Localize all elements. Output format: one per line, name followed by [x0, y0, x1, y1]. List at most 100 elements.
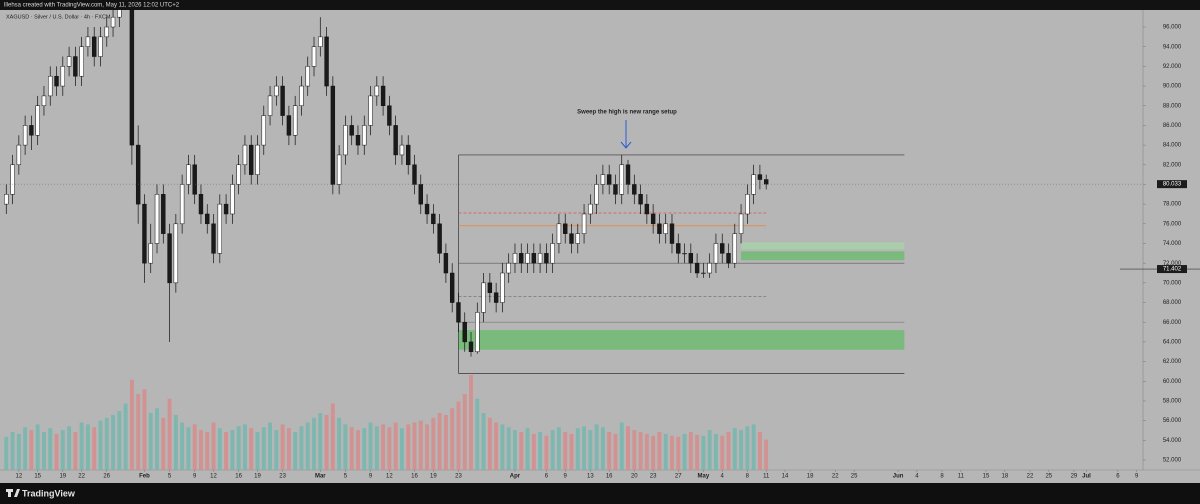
candle-body: [198, 194, 204, 215]
candle-body: [368, 95, 373, 126]
volume-bar: [651, 435, 656, 470]
candle-body: [299, 85, 304, 106]
volume-bar: [732, 428, 737, 470]
candle-body: [274, 85, 279, 97]
candle-body: [110, 16, 116, 28]
candle-body: [29, 125, 34, 136]
volume-bar: [173, 414, 178, 470]
x-tick-label: 5: [168, 474, 172, 480]
x-tick-label: 27: [675, 474, 682, 480]
volume-bar: [312, 417, 316, 470]
volume-bar: [274, 430, 279, 470]
candle-body: [531, 253, 537, 264]
volume-bar: [757, 432, 762, 470]
candle-body: [506, 262, 511, 274]
logo-icon: [6, 489, 20, 497]
candle-body: [261, 115, 266, 146]
x-tick-label: 9: [564, 474, 568, 480]
volume-bar: [575, 428, 580, 470]
candle-body: [192, 164, 197, 195]
x-tick-label: 22: [78, 474, 85, 480]
y-tick-label: 92.000: [1163, 64, 1182, 70]
candle-body: [462, 321, 467, 343]
volume-bar: [751, 424, 756, 470]
volume-bar: [588, 430, 593, 470]
candle-body: [387, 105, 392, 126]
y-tick-label: 76.000: [1163, 221, 1182, 227]
y-tick-label: 56.000: [1163, 418, 1182, 424]
candle-body: [456, 302, 461, 323]
volume-bar: [399, 428, 404, 470]
y-tick-label: 72.000: [1163, 261, 1182, 267]
x-tick-label: 23: [279, 474, 286, 480]
volume-bar: [129, 379, 134, 470]
volume-bar: [701, 435, 706, 470]
x-tick-label: 22: [1027, 474, 1034, 480]
candle-body: [66, 56, 72, 67]
candle-body: [85, 36, 91, 47]
candle-body: [701, 272, 706, 274]
volume-bar: [381, 424, 386, 470]
annotation-arrow: [620, 120, 632, 149]
candle-body: [563, 223, 568, 234]
candle-body: [406, 144, 411, 166]
volume-bar: [104, 417, 109, 470]
candle-body: [632, 184, 637, 195]
candle-body: [217, 203, 223, 254]
volume-bar: [619, 422, 624, 470]
volume-bar: [418, 420, 423, 470]
x-tick-label: 12: [210, 474, 217, 480]
candle-body: [154, 194, 160, 244]
candle-body: [104, 26, 109, 38]
volume-bar: [343, 424, 348, 470]
volume-bar: [356, 430, 360, 470]
x-tick-label: 18: [807, 474, 814, 480]
candle-body: [569, 233, 574, 244]
volume-bar: [582, 426, 587, 470]
volume-bar: [48, 428, 53, 470]
volume-bar: [23, 427, 28, 470]
x-tick-label: 25: [1045, 474, 1052, 480]
x-tick-label: 15: [983, 474, 990, 480]
y-tick-label: 70.000: [1163, 280, 1182, 286]
x-tick-label: 29: [1071, 474, 1078, 480]
volume-bar: [393, 422, 398, 470]
volume-bar: [10, 432, 15, 470]
volume-bar: [720, 435, 725, 470]
volume-bar: [16, 433, 21, 470]
candle-body: [355, 135, 361, 146]
volume-bar: [450, 408, 455, 470]
volume-bar: [487, 417, 492, 470]
candle-body: [374, 85, 380, 97]
volume-bar: [550, 430, 555, 470]
volume-bar: [739, 430, 744, 470]
candle-body: [537, 253, 543, 264]
x-tick-label: 16: [606, 474, 613, 480]
volume-bar: [136, 394, 141, 470]
zone: [741, 242, 905, 250]
candle-body: [581, 213, 587, 234]
volume-bar: [745, 426, 750, 470]
footer-bar: [0, 483, 1200, 504]
volume-bar: [412, 422, 417, 470]
candle-body: [60, 66, 65, 87]
volume-bar: [67, 426, 72, 470]
volume-bar: [513, 430, 517, 470]
x-tick-label: 9: [1135, 474, 1139, 480]
x-tick-label: 4: [721, 474, 725, 480]
y-tick-label: 78.000: [1163, 202, 1182, 208]
candle-body: [161, 194, 166, 234]
candle-body: [311, 46, 317, 67]
y-tick-label: 74.000: [1163, 241, 1182, 247]
x-tick-label: May: [698, 474, 710, 480]
candle-body: [763, 179, 769, 185]
candle-body: [292, 105, 298, 136]
volume-bar: [180, 422, 185, 470]
candle-body: [305, 66, 310, 87]
volume-bar: [155, 408, 159, 470]
candle-body: [135, 144, 141, 205]
volume-bar: [98, 420, 103, 470]
candle-body: [129, 10, 135, 146]
candle-body: [343, 125, 348, 156]
